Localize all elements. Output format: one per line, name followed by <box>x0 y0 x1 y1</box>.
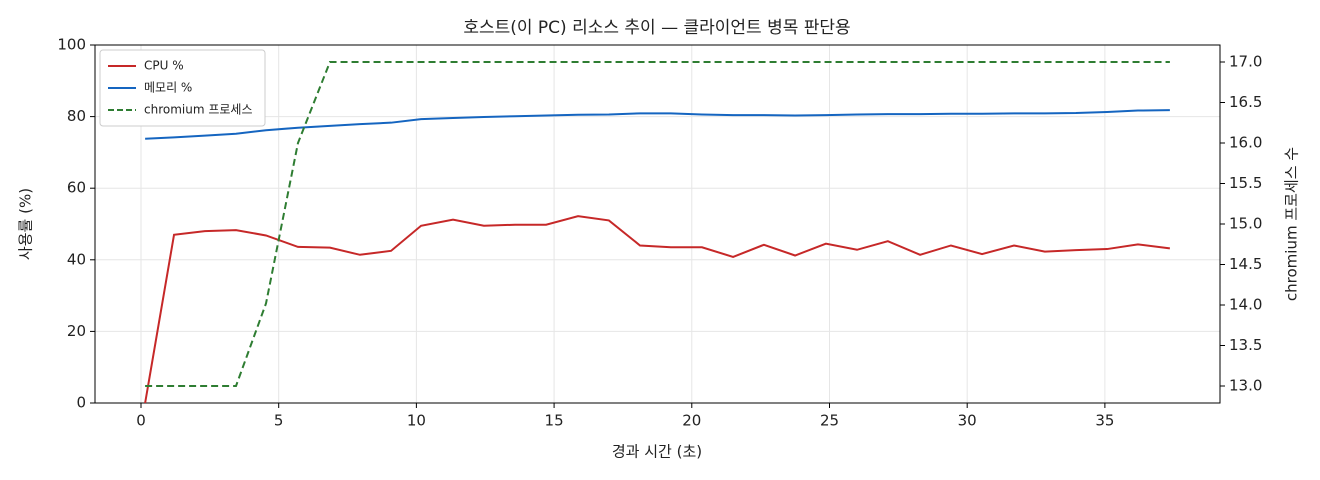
y2-tick-label: 15.0 <box>1229 215 1262 233</box>
y2-tick-label: 13.0 <box>1229 376 1262 394</box>
legend-label: 메모리 % <box>144 81 192 95</box>
x-tick-label: 15 <box>545 412 564 430</box>
y2-tick-label: 16.5 <box>1229 93 1262 111</box>
legend: CPU % 메모리 % chromium 프로세스 <box>99 49 266 127</box>
y2-tick-label: 14.0 <box>1229 295 1262 313</box>
x-axis-label: 경과 시간 (초) <box>612 443 702 461</box>
plot-frame <box>94 44 1221 404</box>
y2-axis-label: chromium 프로세스 수 <box>1283 147 1301 301</box>
series-line <box>145 109 1170 140</box>
y-tick-label: 20 <box>67 322 86 340</box>
y-tick-label: 0 <box>76 394 86 412</box>
x-tick-label: 35 <box>1095 412 1114 430</box>
x-tick-label: 5 <box>274 412 284 430</box>
y2-tick-label: 17.0 <box>1229 53 1262 71</box>
y2-tick-label: 13.5 <box>1229 336 1262 354</box>
x-tick-label: 0 <box>136 412 146 430</box>
y-tick-label: 60 <box>67 179 86 197</box>
y-tick-label: 80 <box>67 107 86 125</box>
series-line <box>144 215 1171 404</box>
series-line <box>145 61 1170 387</box>
y2-tick-label: 15.5 <box>1229 174 1262 192</box>
legend-label: CPU % <box>144 59 184 73</box>
y-axis-label: 사용률 (%) <box>17 188 35 260</box>
x-tick-label: 20 <box>682 412 701 430</box>
x-tick-label: 10 <box>407 412 426 430</box>
legend-box <box>99 49 266 127</box>
y-tick-label: 40 <box>67 250 86 268</box>
x-tick-label: 30 <box>958 412 977 430</box>
y2-tick-label: 16.0 <box>1229 134 1262 152</box>
legend-label: chromium 프로세스 <box>144 103 253 117</box>
y-tick-label: 100 <box>57 36 86 54</box>
chart-title: 호스트(이 PC) 리소스 추이 — 클라이언트 병목 판단용 <box>463 18 850 38</box>
x-tick-label: 25 <box>820 412 839 430</box>
y2-tick-label: 14.5 <box>1229 255 1262 273</box>
